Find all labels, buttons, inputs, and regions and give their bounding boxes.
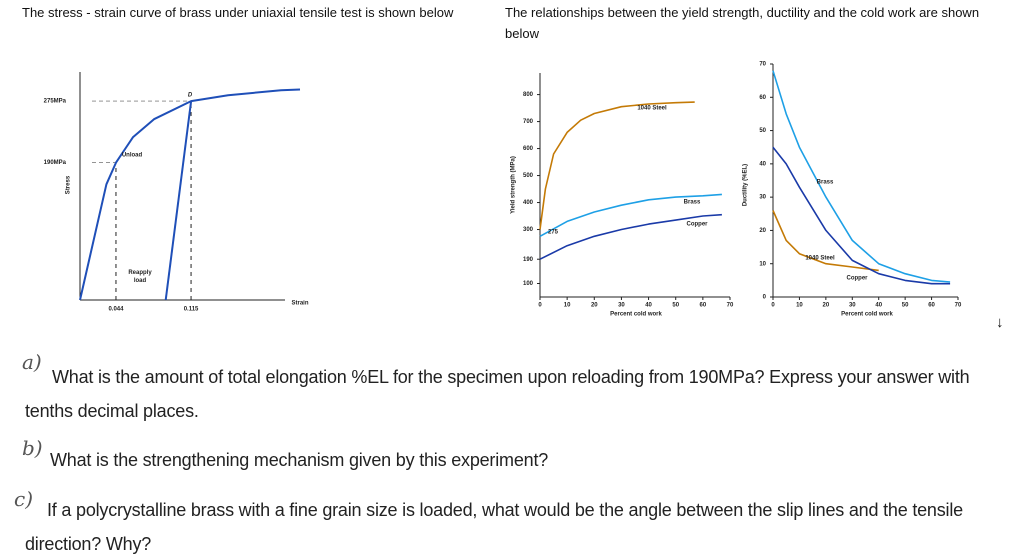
chart: 100 190 300 400 500 600 700 800 0 10 20 30 40 50 60 70 P… [511, 73, 734, 318]
question-marker: c) [14, 487, 34, 511]
x-tick-label: 50 [902, 303, 909, 309]
annotation: Reapply load [128, 270, 152, 284]
x-tick-label: 0 [771, 303, 775, 309]
question-text: If a polycrystalline brass with a fine g… [25, 500, 963, 554]
x-tick-label: 0 [538, 303, 542, 309]
x-tick-label: 0.115 [184, 307, 199, 313]
x-tick-label: 20 [823, 303, 830, 309]
series-label: 1040 Steel [637, 106, 667, 112]
y-tick-label: 60 [759, 95, 766, 101]
x-tick-label: 70 [955, 303, 962, 309]
annotation-line: load [134, 278, 147, 284]
annotation: 275 [548, 230, 559, 236]
y-tick-label: 100 [523, 281, 534, 287]
x-tick-label: 30 [618, 303, 625, 309]
y-tick-label: 70 [759, 62, 766, 68]
series-label: Copper [687, 222, 709, 228]
x-tick-label: 60 [700, 303, 707, 309]
x-axis-title: Strain [291, 301, 308, 307]
y-tick-label: 20 [759, 228, 766, 234]
y-tick-label: 800 [523, 92, 534, 98]
y-axis-title: Yield strength (MPa) [511, 156, 517, 214]
x-tick-label: 60 [928, 303, 935, 309]
question-marker: a) [22, 350, 42, 374]
series-label: Brass [684, 200, 701, 206]
y-tick-label: 0 [763, 295, 767, 301]
y-tick-label: 600 [523, 146, 534, 152]
x-tick-label: 10 [564, 303, 571, 309]
x-tick-label: 0.044 [108, 307, 124, 313]
question-text: What is the strengthening mechanism give… [50, 450, 549, 470]
y-tick-label: 10 [759, 261, 766, 267]
series-line [772, 146, 951, 285]
y-tick-label: 300 [523, 227, 534, 233]
question-text: What is the amount of total elongation %… [25, 367, 970, 421]
header-left: The stress - strain curve of brass under… [22, 5, 454, 20]
series-line [79, 88, 301, 301]
y-tick-label: 400 [523, 200, 534, 206]
x-tick-label: 30 [849, 303, 856, 309]
y-tick-label: 190MPa [44, 160, 67, 166]
question-marker: b) [22, 436, 43, 460]
scroll-icon[interactable]: ↓ [996, 314, 1004, 331]
x-axis-title: Percent cold work [841, 312, 893, 318]
y-tick-label: 40 [759, 161, 766, 167]
series-line [539, 193, 722, 238]
y-tick-label: 190 [523, 257, 534, 263]
chart: 0 10 20 30 40 50 60 70 0 10 20 30 40 50 60 70 Percent co… [743, 62, 962, 318]
y-tick-label: 30 [759, 195, 766, 201]
x-tick-label: 20 [591, 303, 598, 309]
series-line [539, 213, 722, 260]
series-line [772, 70, 951, 283]
annotation: Unload [122, 153, 143, 159]
y-axis-title: Stress [66, 175, 72, 194]
header-right: The relationships between the yield stre… [505, 5, 980, 41]
chart: 275MPa 190MPa 0.044 0.115 Strain Stress D Unloa… [44, 72, 309, 313]
y-axis-title: Ductility (%EL) [743, 164, 749, 206]
y-tick-label: 50 [759, 128, 766, 134]
series-line [539, 101, 695, 230]
x-tick-label: 70 [727, 303, 734, 309]
x-tick-label: 40 [875, 303, 882, 309]
charts: 275MPa 190MPa 0.044 0.115 Strain Stress D Unloa… [44, 62, 962, 318]
annotation: D [188, 93, 193, 99]
x-tick-label: 10 [796, 303, 803, 309]
series-label: Copper [847, 276, 869, 282]
annotation-line: Reapply [128, 270, 152, 276]
series-label: 1040 Steel [805, 256, 835, 262]
y-tick-label: 275MPa [44, 99, 67, 105]
y-tick-label: 500 [523, 173, 534, 179]
series-label: Brass [817, 180, 834, 186]
y-tick-label: 700 [523, 119, 534, 125]
x-tick-label: 50 [672, 303, 679, 309]
series-line [164, 100, 193, 301]
series-line [772, 210, 879, 272]
x-tick-label: 40 [645, 303, 652, 309]
x-axis-title: Percent cold work [610, 312, 662, 318]
